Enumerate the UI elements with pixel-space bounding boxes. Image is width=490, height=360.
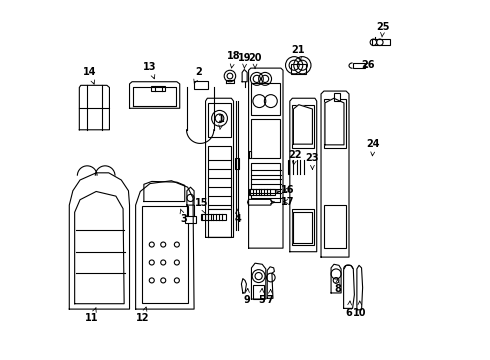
Text: 6: 6 <box>345 301 352 318</box>
Polygon shape <box>226 80 234 83</box>
Polygon shape <box>267 267 274 298</box>
Bar <box>200 214 226 220</box>
Polygon shape <box>294 105 313 144</box>
Text: 14: 14 <box>83 67 97 84</box>
Bar <box>208 103 231 137</box>
Polygon shape <box>248 68 283 248</box>
Bar <box>208 146 231 209</box>
Polygon shape <box>290 98 317 252</box>
Polygon shape <box>247 199 272 205</box>
Polygon shape <box>242 279 246 293</box>
Bar <box>186 216 196 223</box>
Bar <box>334 93 341 101</box>
Text: 12: 12 <box>136 307 149 323</box>
Bar <box>372 40 390 45</box>
Text: 1: 1 <box>219 114 225 130</box>
Polygon shape <box>294 212 313 243</box>
Bar <box>194 81 208 89</box>
Text: 13: 13 <box>143 62 157 79</box>
Polygon shape <box>357 265 363 310</box>
Text: 9: 9 <box>244 288 250 305</box>
Text: 19: 19 <box>238 53 252 69</box>
Bar <box>324 99 346 148</box>
Text: 3: 3 <box>180 209 187 224</box>
Text: 15: 15 <box>195 198 208 214</box>
Text: 26: 26 <box>361 60 374 70</box>
Polygon shape <box>187 187 194 205</box>
Polygon shape <box>79 85 109 130</box>
Text: 25: 25 <box>376 22 390 37</box>
Bar <box>235 158 239 169</box>
Polygon shape <box>248 151 251 158</box>
Text: 7: 7 <box>267 289 273 305</box>
Text: 21: 21 <box>292 45 305 61</box>
Polygon shape <box>205 98 234 237</box>
Bar <box>142 206 188 303</box>
Polygon shape <box>251 263 266 299</box>
Polygon shape <box>242 69 247 82</box>
Polygon shape <box>74 192 124 304</box>
Bar <box>253 285 265 299</box>
Text: 22: 22 <box>289 150 302 166</box>
Bar <box>151 86 166 91</box>
Polygon shape <box>208 210 231 237</box>
Polygon shape <box>133 87 176 107</box>
Polygon shape <box>136 181 194 309</box>
Text: 8: 8 <box>334 279 341 294</box>
Bar <box>251 119 280 158</box>
Text: 17: 17 <box>281 197 294 207</box>
Bar <box>293 105 314 148</box>
Polygon shape <box>325 98 344 145</box>
Polygon shape <box>144 181 185 202</box>
Bar <box>353 63 365 68</box>
Text: 10: 10 <box>353 301 367 318</box>
Bar <box>291 64 306 74</box>
Bar <box>248 189 275 195</box>
Polygon shape <box>69 173 129 309</box>
Bar <box>324 205 346 248</box>
Polygon shape <box>343 265 354 309</box>
Text: 23: 23 <box>306 153 319 169</box>
Polygon shape <box>331 264 341 293</box>
Text: 18: 18 <box>227 51 240 68</box>
Text: 20: 20 <box>248 53 262 69</box>
Text: 16: 16 <box>281 185 294 195</box>
Text: 24: 24 <box>367 139 380 156</box>
Text: 5: 5 <box>258 288 265 305</box>
Text: 4: 4 <box>234 209 241 224</box>
Bar <box>293 209 314 244</box>
Text: 2: 2 <box>194 67 202 84</box>
Bar <box>288 160 309 174</box>
Polygon shape <box>321 91 349 257</box>
Text: 11: 11 <box>85 308 98 323</box>
Polygon shape <box>129 82 180 108</box>
Bar <box>251 83 280 116</box>
Bar <box>251 163 280 202</box>
